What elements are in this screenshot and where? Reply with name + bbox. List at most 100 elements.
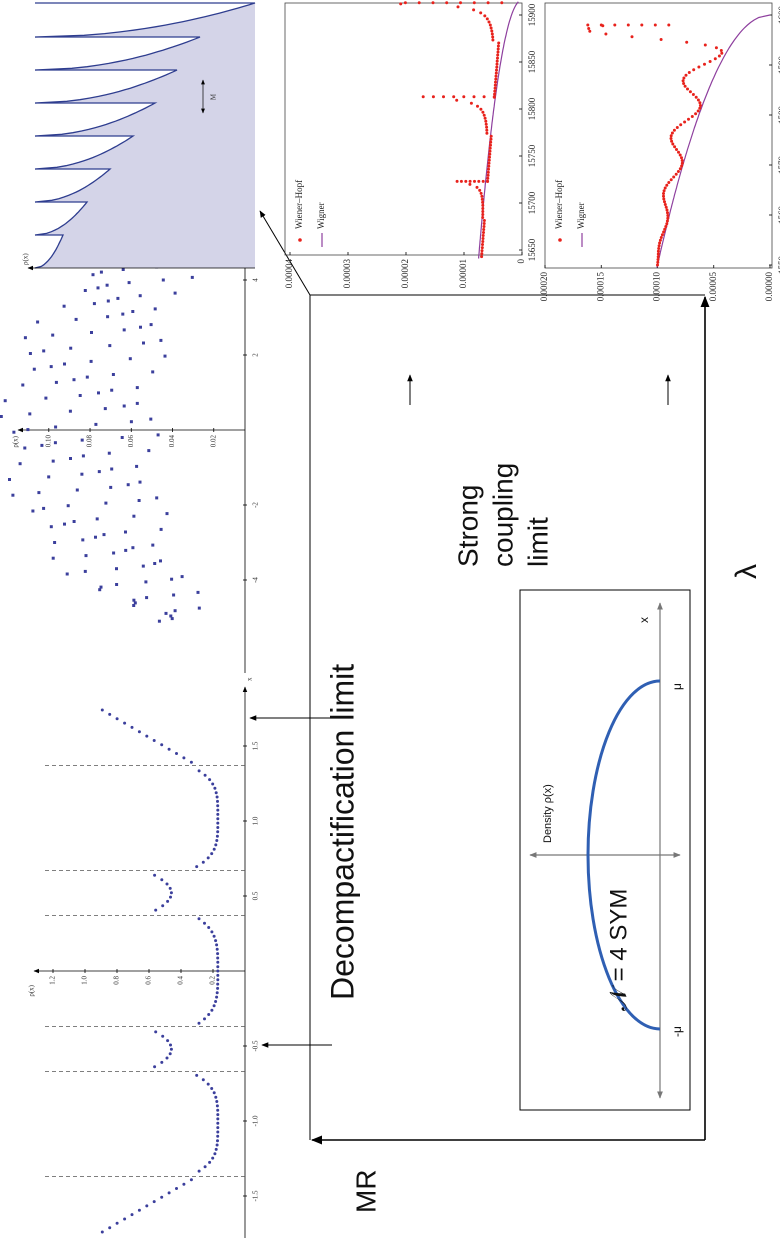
- wigner-curve: [656, 14, 771, 268]
- dot: [189, 760, 193, 764]
- dot: [485, 125, 489, 129]
- dot: [488, 149, 492, 153]
- dot: [207, 926, 211, 929]
- dot: [489, 134, 493, 138]
- dot: [492, 95, 496, 99]
- dot: [212, 847, 216, 851]
- dot: [132, 604, 136, 607]
- dot: [63, 362, 66, 366]
- x-tick-label: 1570: [777, 156, 780, 175]
- dot: [156, 433, 160, 437]
- dot: [662, 197, 666, 201]
- dot: [110, 388, 114, 392]
- dot: [494, 74, 498, 78]
- dot: [84, 554, 88, 558]
- dot: [170, 617, 174, 621]
- density-curve: [34, 168, 112, 203]
- dot: [698, 101, 702, 105]
- dot: [182, 1182, 186, 1186]
- x-tick-label: -0.5: [252, 1040, 260, 1052]
- dot: [89, 359, 93, 363]
- dot: [488, 155, 491, 159]
- notch: [35, 202, 87, 235]
- dot: [586, 23, 590, 27]
- dot: [216, 1113, 220, 1117]
- dot: [165, 882, 169, 886]
- dot: [663, 200, 666, 204]
- notch: [35, 37, 200, 70]
- dot: [69, 346, 73, 350]
- dot: [483, 14, 487, 18]
- dot: [481, 237, 485, 240]
- dot: [680, 159, 684, 162]
- dot: [167, 1191, 171, 1195]
- dot: [166, 899, 170, 903]
- dot: [477, 179, 481, 183]
- dot: [110, 467, 114, 471]
- dot: [201, 1078, 205, 1082]
- dot: [139, 325, 142, 329]
- dot: [81, 538, 85, 542]
- dot: [169, 1047, 173, 1051]
- inset-frame: [519, 589, 691, 1111]
- dot: [203, 1017, 206, 1021]
- dot: [83, 569, 87, 573]
- dot: [131, 310, 135, 313]
- dot: [473, 179, 476, 183]
- dot: [137, 499, 141, 502]
- dot: [468, 179, 472, 183]
- dot: [151, 370, 155, 374]
- dot: [481, 203, 485, 207]
- dot: [626, 23, 630, 27]
- dot: [211, 782, 215, 786]
- dot: [31, 509, 35, 513]
- plot-frame: [284, 2, 523, 256]
- y-axis-label: ρ(x): [28, 984, 36, 996]
- dot: [487, 161, 491, 165]
- dot: [667, 181, 671, 184]
- dot: [489, 26, 493, 30]
- dot: [147, 449, 151, 453]
- dot: [149, 323, 153, 327]
- dot: [659, 38, 663, 41]
- dot: [215, 1100, 219, 1103]
- x-tick-label: 15800: [527, 97, 537, 120]
- dot: [160, 1195, 164, 1199]
- dot: [132, 514, 136, 518]
- dot: [206, 1082, 210, 1086]
- inset-right-label: μ: [670, 683, 684, 690]
- dot: [445, 1, 449, 5]
- dot: [604, 32, 608, 36]
- dot: [11, 493, 15, 497]
- dot: [489, 143, 492, 147]
- dot: [480, 252, 484, 256]
- dot: [49, 365, 53, 369]
- dot: [696, 109, 700, 113]
- dot: [665, 222, 669, 226]
- dot: [163, 354, 167, 358]
- x-tick-label: 1.5: [252, 741, 260, 750]
- dot: [480, 194, 484, 198]
- dot: [53, 441, 57, 445]
- dot: [482, 95, 486, 99]
- dot: [495, 62, 499, 66]
- dot: [481, 234, 485, 237]
- dot: [213, 1152, 217, 1156]
- dot: [195, 1073, 199, 1077]
- y-tick-label: 0.00004: [284, 259, 294, 289]
- dot: [431, 1, 435, 5]
- y-tick-label: 0.00002: [400, 259, 410, 288]
- legend-label: Wiener–Hopf: [294, 180, 304, 229]
- dot: [215, 1143, 219, 1147]
- dot: [666, 216, 670, 220]
- density-curve: [34, 201, 89, 236]
- dot: [703, 43, 707, 47]
- dot: [399, 2, 403, 6]
- dot: [215, 947, 219, 951]
- dot: [68, 409, 72, 413]
- y-tick-label: 0.06: [127, 435, 135, 448]
- dot: [487, 158, 491, 162]
- density-curve: [34, 69, 178, 104]
- dot: [100, 708, 104, 712]
- dot: [472, 95, 476, 99]
